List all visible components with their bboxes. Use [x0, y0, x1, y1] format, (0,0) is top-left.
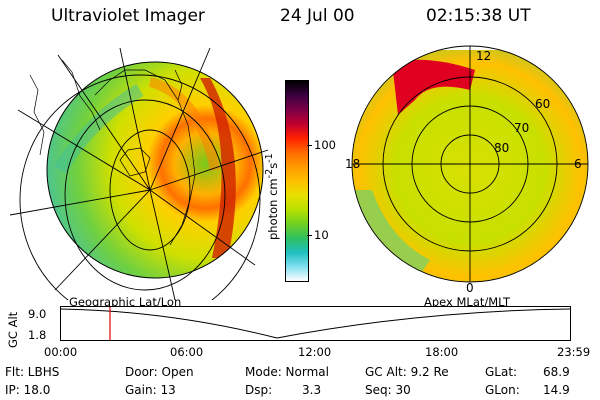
altitude-curve — [60, 308, 571, 339]
time-tick-1200: 12:00 — [298, 345, 332, 359]
lat-lon-grid — [9, 47, 269, 300]
geographic-emission-map — [47, 62, 263, 278]
altitude-timeline — [60, 306, 571, 341]
door-info: Door: Open — [125, 365, 194, 379]
polar-grid — [351, 45, 589, 283]
colorbar-unit-label: photon cm-2s-1 — [264, 153, 280, 240]
alt-tick-1-8: 1.8 — [28, 328, 47, 342]
right-panel-caption: Apex MLat/MLT — [424, 295, 511, 309]
colorbar-label-100: 100 — [314, 138, 336, 152]
dsp-label: Dsp: — [245, 383, 273, 397]
left-panel-caption: Geographic Lat/Lon — [69, 295, 182, 309]
mode-info: Mode: Normal — [245, 365, 329, 379]
app-title: Ultraviolet Imager — [51, 6, 205, 26]
time-tick-0600: 06:00 — [170, 345, 204, 359]
alt-tick-9-0: 9.0 — [28, 307, 47, 321]
mlt-label-18: 18 — [345, 157, 360, 171]
alt-axis-label: GC Alt — [6, 311, 20, 348]
ip-info: IP: 18.0 — [5, 383, 51, 397]
filter-info: Flt: LBHS — [5, 365, 60, 379]
mlat-label-60: 60 — [535, 97, 550, 111]
coastlines — [29, 59, 196, 246]
colorbar — [285, 80, 309, 282]
mlt-label-12: 12 — [476, 49, 491, 63]
date-display: 24 Jul 00 — [280, 6, 355, 26]
colorbar-tick-10 — [307, 235, 312, 236]
colorbar-label-10: 10 — [314, 228, 329, 242]
geographic-image-panel — [9, 47, 269, 300]
time-display: 02:15:38 UT — [426, 6, 531, 26]
mlat-label-80: 80 — [494, 141, 509, 155]
glat-value: 68.9 — [543, 365, 570, 379]
glon-value: 14.9 — [543, 383, 570, 397]
gc-alt-info: GC Alt: 9.2 Re — [365, 365, 449, 379]
dsp-value: 3.3 — [302, 383, 322, 397]
mlt-label-6: 6 — [574, 157, 582, 171]
seq-info: Seq: 30 — [365, 383, 411, 397]
earth-limb — [46, 61, 264, 279]
colorbar-gradient — [286, 81, 308, 281]
glat-label: GLat: — [485, 365, 518, 379]
time-tick-0000: 00:00 — [44, 345, 78, 359]
mlat-label-70: 70 — [514, 121, 529, 135]
time-tick-1800: 18:00 — [425, 345, 459, 359]
polar-mlat-mlt-panel: 12 18 6 0 60 70 80 — [345, 45, 589, 295]
gain-info: Gain: 13 — [125, 383, 176, 397]
glon-label: GLon: — [485, 383, 520, 397]
colorbar-tick-100 — [307, 145, 312, 146]
mlt-label-0: 0 — [466, 281, 474, 295]
time-tick-2359: 23:59 — [557, 345, 591, 359]
